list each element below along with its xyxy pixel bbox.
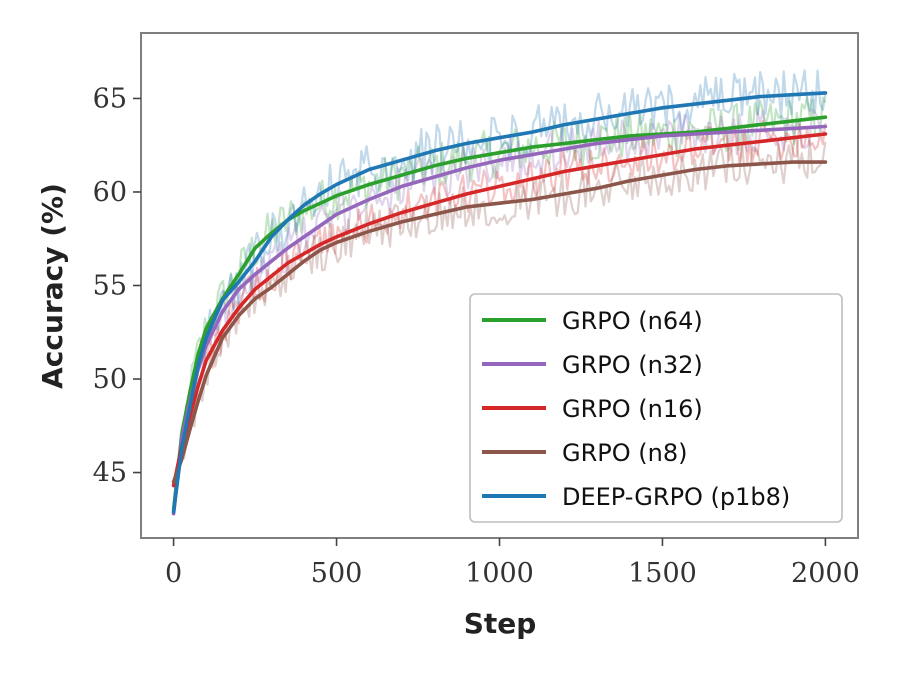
legend: GRPO (n64) GRPO (n32) GRPO (n16) GRPO (n8) D… <box>469 293 843 523</box>
series-line-grpo-n32 <box>171 124 828 516</box>
series-line-deep-grpo-p1b8 <box>171 91 828 514</box>
y-axis-title: Accuracy (%) <box>36 183 69 389</box>
raw-line-grpo-n8 <box>172 138 827 483</box>
legend-label-deep-grpo-p1b8: DEEP-GRPO (p1b8) <box>562 483 790 511</box>
legend-label-grpo-n8: GRPO (n8) <box>562 439 687 467</box>
legend-label-grpo-n64: GRPO (n64) <box>562 307 703 335</box>
y-tick-label: 60 <box>93 177 127 208</box>
axis-ticks-layer: 0 500 1000 1500 2000 45 50 55 60 65 <box>93 83 860 589</box>
y-tick-label: 65 <box>93 83 127 114</box>
y-tick-label: 45 <box>93 458 127 489</box>
series-line-grpo-n8 <box>171 160 828 484</box>
legend-label-grpo-n16: GRPO (n16) <box>562 395 703 423</box>
legend-label-grpo-n32: GRPO (n32) <box>562 351 703 379</box>
smoothed-curves-layer <box>171 91 828 516</box>
series-line-grpo-n16 <box>171 132 828 488</box>
x-tick-label: 1000 <box>465 558 534 589</box>
x-tick-label: 500 <box>311 558 363 589</box>
y-tick-label: 50 <box>93 364 127 395</box>
legend-box <box>469 293 843 523</box>
series-line-grpo-n64 <box>171 115 828 512</box>
y-tick-label: 55 <box>93 271 127 302</box>
x-tick-label: 1500 <box>628 558 697 589</box>
raw-line-deep-grpo-p1b8 <box>172 69 827 512</box>
x-tick-label: 0 <box>165 558 182 589</box>
x-axis-title: Step <box>464 607 537 640</box>
x-tick-label: 2000 <box>791 558 860 589</box>
